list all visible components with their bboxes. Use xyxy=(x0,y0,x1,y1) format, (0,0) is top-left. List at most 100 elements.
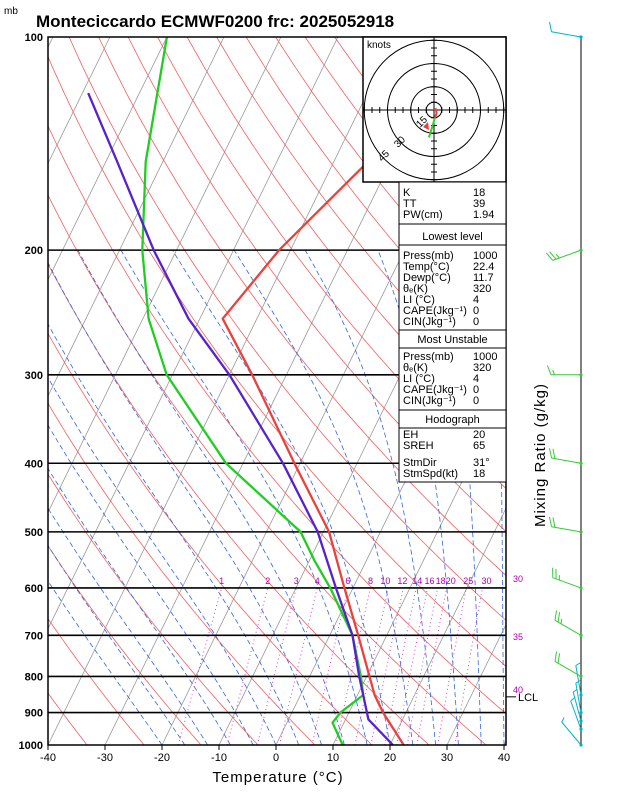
wind-barb-flag xyxy=(552,448,556,459)
wind-barb-flag xyxy=(549,516,552,527)
wind-barb-flag xyxy=(554,610,557,621)
most-unstable-box xyxy=(398,329,507,411)
isotherm-line xyxy=(48,37,225,397)
background-lines xyxy=(48,37,618,745)
mixing-ratio-line xyxy=(256,587,297,745)
wind-barb-flag xyxy=(575,662,581,666)
dry-adiabat xyxy=(48,332,373,745)
index-value: 39 xyxy=(473,198,485,210)
isotherm-line xyxy=(48,37,111,165)
temperature-axis: -40 -30 -20 -10 0 10 20 30 40 xyxy=(40,745,510,764)
index-key: StmSpd(kt) xyxy=(403,468,458,480)
wind-barb-flag xyxy=(549,448,552,459)
wind-level-dot xyxy=(579,633,583,637)
index-value: 18 xyxy=(473,468,485,480)
x-axis-title: Temperature (°C) xyxy=(212,769,343,786)
isotherm-line xyxy=(48,37,339,630)
wind-level-dot xyxy=(579,248,583,252)
theta-e-label: 35 xyxy=(513,632,523,642)
mixing-ratio-line xyxy=(416,587,448,745)
index-value: 31° xyxy=(473,457,490,469)
index-value: 11.7 xyxy=(473,272,494,284)
dry-adiabat xyxy=(48,545,202,745)
dry-adiabat xyxy=(571,37,618,745)
wind-barb-flag xyxy=(575,680,581,684)
index-value: 1000 xyxy=(473,351,497,363)
index-key: CIN(Jkg⁻¹) xyxy=(403,316,456,328)
isotherm-line xyxy=(446,623,506,745)
wind-barb-staff xyxy=(551,526,582,533)
mixing-ratio-axis-title: Mixing Ratio (g/kg) xyxy=(532,383,549,527)
wind-barb-flag xyxy=(549,21,552,32)
moist-adiabat xyxy=(304,249,436,745)
profiles xyxy=(87,37,487,745)
mixing-ratio-label: 3 xyxy=(294,576,299,586)
index-value: 320 xyxy=(473,362,491,374)
isotherm-line xyxy=(48,37,168,281)
index-value: 4 xyxy=(473,373,479,385)
chart-title: Monteciccardo ECMWF0200 frc: 2025052918 xyxy=(36,12,394,31)
wind-barb-flag xyxy=(570,697,575,702)
wind-barb-flag xyxy=(561,717,565,723)
wind-barb-flag xyxy=(557,653,561,664)
wind-barb-staff xyxy=(570,700,582,730)
moist-adiabat xyxy=(77,249,345,745)
wind-barb-staff xyxy=(554,619,582,636)
index-key: EH xyxy=(403,429,418,441)
wind-barb-flag xyxy=(549,251,557,260)
index-key: Press(mb) xyxy=(403,351,454,363)
wind-level-dot xyxy=(579,727,583,731)
wind-barb-staff xyxy=(551,31,582,38)
pressure-tick-label: 800 xyxy=(25,671,43,683)
mixing-ratio-label: 20 xyxy=(446,576,456,586)
wind-barb-flag xyxy=(546,365,552,375)
index-value: 0 xyxy=(473,316,479,328)
hodograph-trace xyxy=(423,107,438,138)
wind-level-dot xyxy=(579,711,583,715)
parcel-profile xyxy=(87,92,394,745)
dry-adiabat xyxy=(48,55,506,667)
index-value: 0 xyxy=(473,384,479,396)
index-value: 0 xyxy=(473,305,479,317)
storm-motion-marker xyxy=(423,122,429,130)
wind-level-dot xyxy=(579,693,583,697)
pressure-unit-label: mb xyxy=(4,6,18,17)
hodograph-box xyxy=(398,409,507,483)
mixing-ratio-label: 1 xyxy=(219,576,224,586)
pressure-tick-label: 700 xyxy=(25,630,43,642)
wind-barb-flag xyxy=(545,252,554,261)
index-key: SREH xyxy=(403,440,434,452)
pressure-tick-label: 400 xyxy=(25,458,43,470)
lowest-level-title: Lowest level xyxy=(422,231,483,243)
dry-adiabat xyxy=(600,37,618,745)
mixing-ratio-label: 25 xyxy=(463,576,473,586)
dry-adiabat xyxy=(48,473,259,745)
dry-adiabat xyxy=(48,125,506,715)
dry-adiabat xyxy=(512,37,618,745)
hodograph-trace-low xyxy=(433,107,438,119)
temperature-tick-label: 30 xyxy=(441,752,453,764)
index-key: K xyxy=(403,187,411,199)
temperature-profile xyxy=(221,37,487,745)
dry-adiabat xyxy=(48,617,145,745)
dewpoint-profile xyxy=(141,37,365,745)
wind-level-dot xyxy=(579,719,583,723)
wind-level-dot xyxy=(579,461,583,465)
wind-barb-flag xyxy=(552,369,555,375)
temperature-tick-label: -10 xyxy=(211,752,227,764)
temperature-tick-label: 0 xyxy=(273,752,279,764)
index-key: TT xyxy=(403,198,417,210)
dry-adiabat xyxy=(48,692,88,745)
wind-barb-staff xyxy=(561,721,582,746)
dry-adiabat xyxy=(127,37,506,532)
pressure-tick-label: 1000 xyxy=(19,740,43,752)
temperature-tick-label: 10 xyxy=(327,752,339,764)
mixing-ratio-label: 10 xyxy=(380,576,390,586)
isotherm-line xyxy=(48,37,282,514)
mixing-ratio-line xyxy=(437,587,467,745)
moist-adiabat xyxy=(48,261,322,745)
mixing-ratio-label: 4 xyxy=(315,576,320,586)
mixing-ratio-line xyxy=(226,587,269,745)
